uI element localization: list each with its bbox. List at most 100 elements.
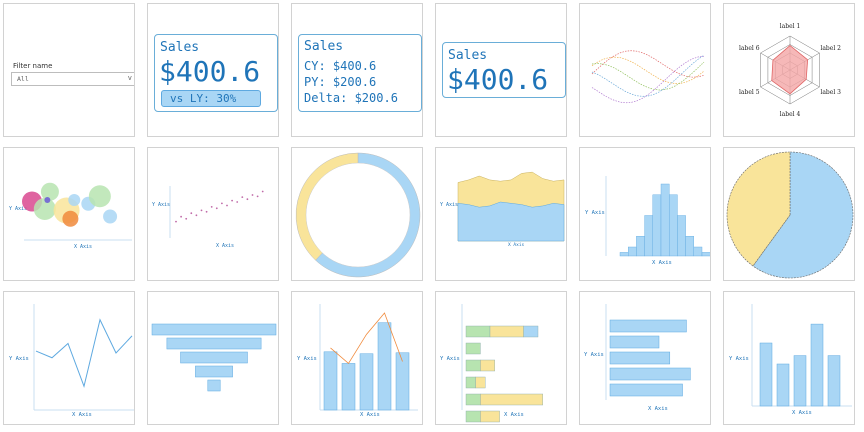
kpi-title: Sales: [160, 40, 200, 55]
kpi2-line: PY: $200.6: [304, 75, 377, 89]
x-axis-label: X Axis: [648, 406, 668, 412]
multi-line-chart: [591, 50, 705, 104]
scatter-point: [236, 201, 239, 203]
hbar-tile: Y Axis X Axis: [579, 291, 711, 425]
line-series: [35, 318, 133, 388]
stacked-segment: [480, 359, 496, 372]
bubble-point: [44, 197, 51, 203]
bubble-point: [103, 209, 118, 224]
donut-tile: [291, 147, 423, 281]
stacked-segment: [465, 342, 481, 355]
kpi-value: $400.6: [159, 55, 261, 88]
histogram-bar: [644, 215, 653, 257]
stacked-segment: [523, 325, 539, 338]
hbar: [609, 351, 671, 365]
radar-axis-label: label 1: [780, 23, 801, 30]
bubble-chart: Y Axis X Axis: [9, 182, 132, 250]
y-axis-label: Y Axis: [297, 356, 317, 362]
scatter-point: [175, 220, 177, 223]
kpi3-title: Sales: [448, 48, 488, 63]
radar-axis-label: label 2: [820, 45, 841, 52]
kpi-card-3: Sales $400.6: [442, 42, 566, 98]
histogram-bar: [652, 194, 662, 257]
stacked-segment: [480, 393, 544, 406]
area-series: [457, 201, 565, 242]
y-axis-label: Y Axis: [584, 352, 604, 358]
combo-tile: Y Axis X Axis: [291, 291, 423, 425]
multi-line-tile: [579, 3, 711, 137]
radar-axis-label: label 6: [739, 45, 760, 52]
radar-axis-label: label 5: [739, 89, 760, 96]
y-axis-label: Y Axis: [9, 356, 29, 362]
radar-area: [771, 44, 809, 95]
histogram-bar: [685, 235, 694, 257]
donut-hole: [305, 162, 411, 268]
vbar: [776, 363, 790, 407]
filter-tile: Filter name All v: [3, 3, 135, 137]
kpi-card-2: Sales CY: $400.6 PY: $200.6 Delta: $200.…: [298, 34, 422, 112]
combo-bar: [341, 363, 356, 411]
kpi2-line: Delta: $200.6: [304, 91, 398, 105]
bubble-point: [88, 185, 111, 208]
scatter-point: [221, 202, 223, 205]
filter-select-value: All: [17, 75, 29, 83]
chevron-down-icon: v: [127, 74, 132, 82]
vbar: [759, 342, 773, 407]
bubble-point: [33, 198, 56, 220]
radar-chart: label 1 label 2 label 3 label 4 label 5 label…: [739, 23, 841, 118]
radar-tile: label 1 label 2 label 3 label 4 label 5 label…: [723, 3, 855, 137]
stacked-segment: [465, 325, 491, 338]
x-axis-label: X Axis: [72, 412, 92, 418]
scatter-point: [205, 210, 208, 213]
hbar: [609, 319, 687, 333]
x-axis-label: X Axis: [360, 412, 380, 418]
histogram-bar: [628, 246, 637, 257]
combo-bar: [359, 353, 374, 411]
line-series: [591, 54, 705, 97]
vbar-tile: Y Axis X Axis: [723, 291, 855, 425]
funnel-stage: [180, 351, 248, 364]
histogram-bar: [660, 183, 670, 257]
radar-axis-label: label 4: [780, 111, 801, 118]
pie-tile: [723, 147, 855, 281]
vbar: [793, 355, 807, 407]
x-axis-label: X Axis: [508, 242, 525, 248]
funnel-stage: [166, 337, 262, 350]
stacked-segment: [465, 359, 481, 372]
scatter-point: [241, 196, 244, 198]
y-axis-label: Y Axis: [440, 356, 460, 362]
stacked-bar-tile: Y Axis X Axis: [435, 291, 567, 425]
histogram-bar: [636, 235, 645, 257]
area-tile: Y Axis X Axis: [435, 147, 567, 281]
scatter-point: [215, 207, 218, 210]
y-axis-label: Y Axis: [152, 202, 170, 208]
hbar: [609, 367, 691, 381]
funnel-stage: [151, 323, 277, 336]
line-series: [591, 55, 705, 104]
filter-label: Filter name: [13, 62, 53, 70]
stacked-segment: [480, 410, 500, 423]
funnel-tile: [147, 291, 279, 425]
bubble-point: [40, 182, 59, 201]
scatter-point: [261, 190, 264, 193]
funnel-stage: [195, 365, 233, 378]
x-axis-label: X Axis: [652, 260, 672, 266]
scatter-point: [231, 199, 233, 202]
y-axis-label: Y Axis: [440, 202, 458, 208]
stacked-segment: [475, 376, 486, 389]
line-tile: Y Axis X Axis: [3, 291, 135, 425]
bubble-point: [62, 210, 79, 227]
scatter-point: [256, 195, 259, 198]
kpi-compare-badge: vs LY: 30%: [161, 90, 261, 107]
histogram-chart: Y Axis X Axis: [585, 176, 710, 266]
filter-select[interactable]: All v: [11, 72, 134, 86]
donut-chart: [295, 152, 421, 278]
pie-slice: [752, 151, 854, 279]
scatter-point: [200, 209, 203, 212]
funnel-stage: [207, 379, 221, 392]
kpi-card-1: Sales $400.6 vs LY: 30%: [154, 34, 278, 112]
bubble-tile: Y Axis X Axis: [3, 147, 135, 281]
kpi-tile-1: Sales $400.6 vs LY: 30%: [147, 3, 279, 137]
bubble-point: [68, 194, 81, 206]
y-axis-label: Y Axis: [9, 206, 27, 212]
